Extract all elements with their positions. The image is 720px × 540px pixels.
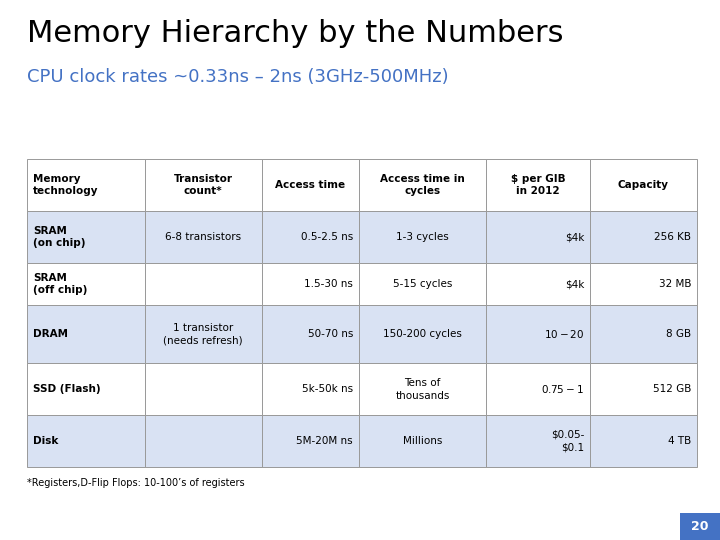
Text: SRAM
(off chip): SRAM (off chip)	[33, 273, 88, 295]
Text: 5k-50k ns: 5k-50k ns	[302, 384, 353, 394]
Bar	[590, 159, 697, 211]
Text: 150-200 cycles: 150-200 cycles	[383, 329, 462, 339]
Bar	[27, 263, 145, 305]
Text: Millions: Millions	[402, 436, 442, 446]
Bar	[145, 415, 262, 467]
Text: $4k: $4k	[564, 232, 584, 242]
Text: SRAM
(on chip): SRAM (on chip)	[33, 226, 86, 248]
Text: $ per GIB
in 2012: $ per GIB in 2012	[510, 174, 565, 197]
Text: 20: 20	[691, 520, 709, 533]
Text: 1-3 cycles: 1-3 cycles	[396, 232, 449, 242]
Text: 256 KB: 256 KB	[654, 232, 691, 242]
Bar	[359, 305, 486, 363]
Text: SSD (Flash): SSD (Flash)	[33, 384, 101, 394]
Text: Tens of
thousands: Tens of thousands	[395, 378, 449, 401]
Bar	[590, 263, 697, 305]
Text: $0.05-
$0.1: $0.05- $0.1	[551, 430, 584, 453]
Bar	[27, 415, 145, 467]
Text: Memory Hierarchy by the Numbers: Memory Hierarchy by the Numbers	[27, 19, 564, 48]
Text: 0.5-2.5 ns: 0.5-2.5 ns	[301, 232, 353, 242]
Text: 1 transistor
(needs refresh): 1 transistor (needs refresh)	[163, 323, 243, 346]
Text: 5M-20M ns: 5M-20M ns	[297, 436, 353, 446]
Bar	[262, 415, 359, 467]
Text: 50-70 ns: 50-70 ns	[307, 329, 353, 339]
Bar	[27, 305, 145, 363]
Text: 1.5-30 ns: 1.5-30 ns	[304, 279, 353, 289]
Bar	[145, 159, 262, 211]
Bar	[262, 263, 359, 305]
Bar	[486, 305, 590, 363]
Text: Disk: Disk	[33, 436, 58, 446]
Text: $4k: $4k	[564, 279, 584, 289]
Text: CPU clock rates ~0.33ns – 2ns (3GHz-500MHz): CPU clock rates ~0.33ns – 2ns (3GHz-500M…	[27, 68, 449, 85]
Bar	[359, 415, 486, 467]
Text: *Registers,D-Flip Flops: 10-100’s of registers: *Registers,D-Flip Flops: 10-100’s of reg…	[27, 478, 245, 488]
Bar	[359, 159, 486, 211]
Bar	[27, 159, 145, 211]
Text: Access time: Access time	[275, 180, 346, 190]
Bar	[145, 305, 262, 363]
Bar	[359, 363, 486, 415]
Bar	[590, 415, 697, 467]
Bar	[145, 363, 262, 415]
Text: Memory
technology: Memory technology	[33, 174, 99, 197]
Text: 5-15 cycles: 5-15 cycles	[392, 279, 452, 289]
Bar	[262, 211, 359, 263]
Bar	[27, 363, 145, 415]
Text: $10-$20: $10-$20	[544, 328, 584, 340]
Text: Access time in
cycles: Access time in cycles	[380, 174, 465, 197]
Text: DRAM: DRAM	[33, 329, 68, 339]
Text: 8 GB: 8 GB	[666, 329, 691, 339]
Bar	[590, 305, 697, 363]
Bar	[262, 159, 359, 211]
Text: 4 TB: 4 TB	[668, 436, 691, 446]
Bar	[680, 513, 720, 540]
Bar	[145, 211, 262, 263]
Bar	[27, 211, 145, 263]
Text: 32 MB: 32 MB	[659, 279, 691, 289]
Text: Capacity: Capacity	[618, 180, 669, 190]
Bar	[486, 263, 590, 305]
Bar	[486, 159, 590, 211]
Text: $0.75-$1: $0.75-$1	[541, 383, 584, 395]
Bar	[262, 305, 359, 363]
Bar	[486, 211, 590, 263]
Bar	[486, 415, 590, 467]
Text: 512 GB: 512 GB	[653, 384, 691, 394]
Bar	[486, 363, 590, 415]
Text: 6-8 transistors: 6-8 transistors	[165, 232, 241, 242]
Bar	[590, 363, 697, 415]
Bar	[359, 263, 486, 305]
Bar	[590, 211, 697, 263]
Text: Transistor
count*: Transistor count*	[174, 174, 233, 197]
Bar	[262, 363, 359, 415]
Bar	[145, 263, 262, 305]
Bar	[359, 211, 486, 263]
